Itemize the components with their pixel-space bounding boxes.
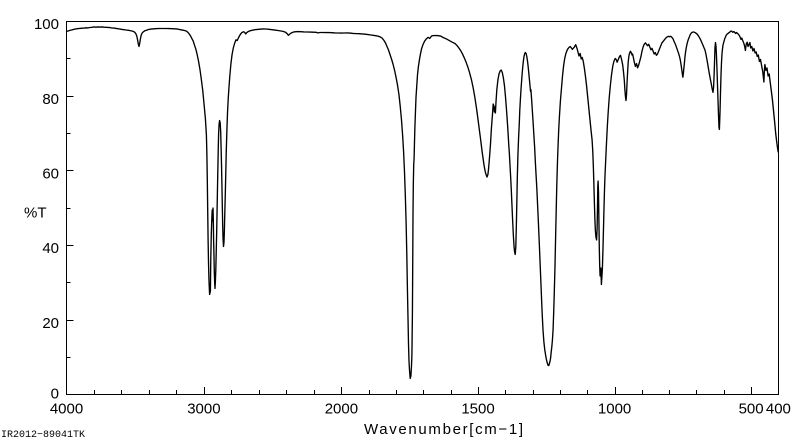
svg-text:40: 40 — [42, 240, 59, 257]
svg-text:2000: 2000 — [325, 401, 358, 418]
svg-text:%T: %T — [24, 205, 47, 222]
svg-text:4000: 4000 — [50, 401, 83, 418]
svg-text:1000: 1000 — [598, 401, 631, 418]
svg-text:IR2012−89041TK: IR2012−89041TK — [1, 430, 85, 441]
svg-text:400: 400 — [766, 401, 791, 418]
svg-text:20: 20 — [42, 315, 59, 332]
svg-text:60: 60 — [42, 166, 59, 183]
svg-text:500: 500 — [739, 401, 764, 418]
svg-text:3000: 3000 — [187, 401, 220, 418]
svg-text:0: 0 — [51, 386, 59, 403]
svg-text:1500: 1500 — [461, 401, 494, 418]
svg-text:Wavenumber[cm−1]: Wavenumber[cm−1] — [364, 421, 523, 438]
svg-text:100: 100 — [34, 16, 59, 33]
svg-text:80: 80 — [42, 91, 59, 108]
